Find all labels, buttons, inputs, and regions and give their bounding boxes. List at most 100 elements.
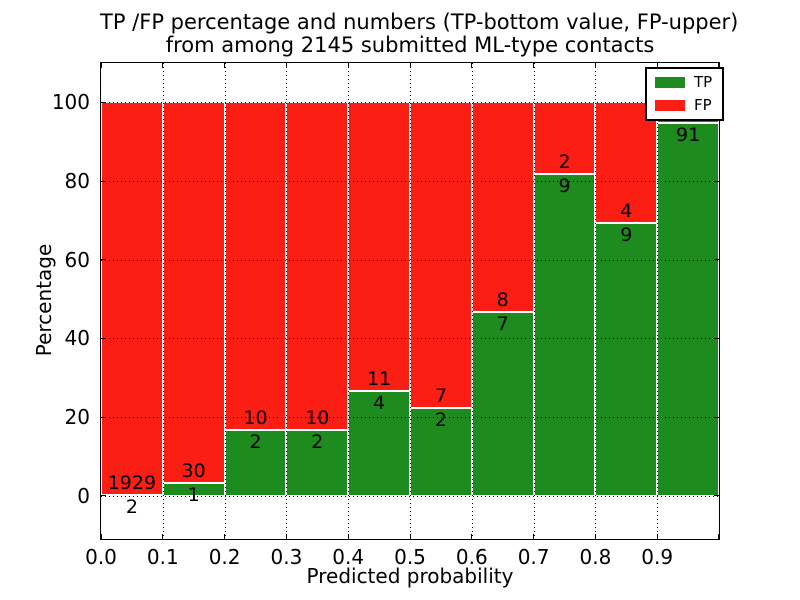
legend-item-tp: TP <box>655 75 712 90</box>
v-gridline <box>348 63 350 539</box>
fp-legend-label: FP <box>694 96 712 114</box>
tp-bar-segment <box>471 312 534 496</box>
tp-bar-segment <box>533 173 596 496</box>
tp-bar-segment <box>286 430 349 496</box>
tp-count-label: 9 <box>558 174 571 197</box>
y-tick-label: 60 <box>64 247 90 272</box>
chart-title-line1: TP /FP percentage and numbers (TP-bottom… <box>100 10 739 34</box>
x-axis-tick <box>285 534 287 539</box>
tp-count-label: 2 <box>434 409 447 432</box>
fp-count-label: 4 <box>620 200 633 223</box>
y-tick-label: 20 <box>64 405 90 430</box>
fp-count-label: 30 <box>181 460 206 483</box>
tp-bar-segment <box>595 223 658 496</box>
fp-count-label: 8 <box>496 289 509 312</box>
v-gridline <box>471 63 473 539</box>
fp-bar-segment <box>286 102 349 431</box>
tp-count-label: 2 <box>125 496 138 519</box>
fp-bar-segment <box>348 102 410 391</box>
x-tick-label: 0.6 <box>455 545 488 569</box>
v-gridline <box>224 63 226 539</box>
x-tick-label: 0.5 <box>394 545 426 569</box>
x-axis-tick <box>409 534 411 539</box>
x-axis-tick <box>533 534 535 539</box>
fp-count-label: 7 <box>434 385 447 408</box>
x-tick-label: 0.3 <box>270 545 303 569</box>
fp-bar-segment <box>471 102 534 313</box>
y-tick-label: 40 <box>64 326 90 351</box>
v-gridline <box>162 63 164 539</box>
y-axis-tick <box>714 495 719 497</box>
y-axis-tick <box>101 495 106 497</box>
fp-count-label: 2 <box>558 150 571 173</box>
v-gridline <box>286 63 288 539</box>
tp-bar-segment <box>657 122 719 496</box>
v-gridline <box>533 63 535 539</box>
y-axis-tick <box>101 337 106 339</box>
v-gridline <box>657 63 659 539</box>
x-axis-tick <box>162 534 164 539</box>
v-gridline <box>595 63 597 539</box>
x-axis-tick <box>162 63 164 68</box>
x-axis-label: Predicted probability <box>306 564 514 588</box>
plot-area: 1929 2 30 1 10 2 10 2 11 4 7 2 8 7 2 9 4 9 91 <box>100 62 720 540</box>
fp-count-label: 1929 <box>107 472 157 495</box>
fp-bar-segment <box>162 102 225 483</box>
x-axis-tick <box>101 534 102 539</box>
tp-legend-swatch <box>655 77 685 88</box>
y-tick-label: 80 <box>64 169 90 194</box>
x-axis-tick <box>285 63 287 68</box>
x-tick-label: 0.7 <box>517 545 550 569</box>
y-axis-tick <box>714 180 719 182</box>
x-tick-label: 0.0 <box>85 545 117 569</box>
y-axis-tick <box>714 259 719 261</box>
x-axis-tick <box>347 63 349 68</box>
x-axis-tick <box>533 63 535 68</box>
x-axis-tick <box>718 63 719 68</box>
tp-count-label: 7 <box>496 313 509 336</box>
chart-title: TP /FP percentage and numbers (TP-bottom… <box>100 10 739 57</box>
chart-title-line2: from among 2145 submitted ML-type contac… <box>165 33 655 57</box>
y-axis-tick <box>101 416 106 418</box>
x-tick-label: 0.8 <box>579 545 612 569</box>
y-axis-tick <box>101 259 106 261</box>
v-gridline <box>410 63 411 539</box>
x-tick-label: 0.2 <box>208 545 241 569</box>
fp-legend-swatch <box>655 100 685 111</box>
x-axis-tick <box>409 63 411 68</box>
x-tick-label: 0.4 <box>332 545 365 569</box>
x-axis-tick <box>656 63 658 68</box>
x-axis-tick <box>224 63 226 68</box>
x-axis-tick <box>594 63 596 68</box>
x-axis-tick <box>101 63 102 68</box>
x-axis-tick <box>471 534 473 539</box>
tp-count-label: 2 <box>249 431 262 454</box>
tp-count-label: 91 <box>676 123 701 146</box>
legend: TP FP <box>645 67 725 121</box>
x-axis-tick <box>471 63 473 68</box>
fp-count-label: 11 <box>367 367 392 390</box>
x-axis-tick <box>656 534 658 539</box>
x-axis-tick <box>347 534 349 539</box>
y-axis-tick <box>101 180 106 182</box>
x-axis-tick <box>594 534 596 539</box>
y-tick-label: 0 <box>77 483 90 508</box>
tp-legend-label: TP <box>694 73 713 91</box>
x-axis-tick <box>224 534 226 539</box>
y-axis-tick <box>714 416 719 418</box>
fp-count-label: 10 <box>243 407 268 430</box>
fp-bar-segment <box>101 102 163 496</box>
x-tick-label: 0.1 <box>146 545 179 569</box>
legend-item-fp: FP <box>655 98 712 113</box>
y-tick-label: 100 <box>51 90 90 115</box>
fp-bar-segment <box>224 102 287 431</box>
tp-count-label: 2 <box>311 431 324 454</box>
fp-count-label: 10 <box>305 407 330 430</box>
x-tick-label: 0.9 <box>641 545 674 569</box>
tp-count-label: 1 <box>187 484 200 507</box>
y-axis-tick <box>714 337 719 339</box>
tp-count-label: 4 <box>373 391 386 414</box>
tp-count-label: 9 <box>620 224 633 247</box>
y-axis-tick <box>101 101 106 103</box>
